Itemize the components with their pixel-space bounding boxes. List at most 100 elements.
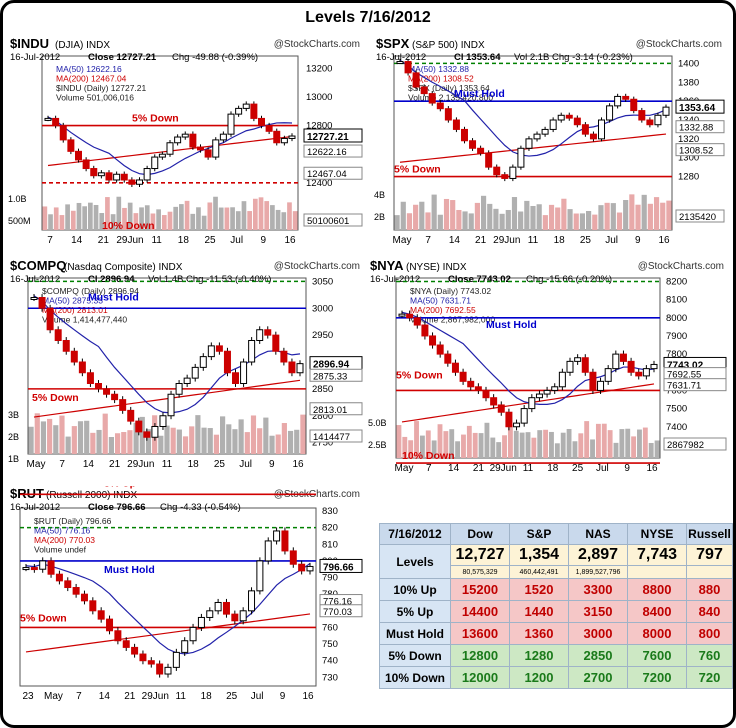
level-annotation: 10% Down <box>402 450 455 462</box>
volume-bar <box>281 423 287 454</box>
volume-bar <box>616 212 623 230</box>
x-tick-label: 21 <box>109 459 121 470</box>
candle-body <box>248 340 256 363</box>
table-cell: 840 <box>686 600 733 623</box>
x-tick-label: 7 <box>47 235 53 246</box>
volume-bar <box>625 428 631 458</box>
candle-body <box>75 150 82 161</box>
candle-body <box>469 140 477 149</box>
candle-body <box>207 345 215 358</box>
row-label: Must Hold <box>379 622 451 645</box>
candle-body <box>630 98 638 112</box>
volume-bar <box>93 204 99 230</box>
candle-body <box>467 380 475 388</box>
y-tick-label: 1380 <box>678 77 699 88</box>
volume-bar <box>637 429 642 458</box>
volume-bar <box>648 442 654 458</box>
price-tag: 1353.64 <box>679 103 716 114</box>
x-tick-label: 29Jun <box>116 235 143 246</box>
x-tick-label: 16 <box>284 235 296 246</box>
table-row-5-up: 5% Up 14400 1440 3150 8400 840 <box>379 600 733 623</box>
volume-bar <box>247 211 252 230</box>
volume-bar <box>110 214 116 230</box>
candle-body <box>533 133 541 140</box>
candle-body <box>242 103 250 109</box>
chart-spx: $SPX (S&P 500) INDX @StockCharts.com 16-Jul… <box>372 36 726 260</box>
chart-spx-svg: $SPX (S&P 500) INDX @StockCharts.com 16-Jul… <box>374 36 725 246</box>
volume-bar <box>642 427 648 458</box>
volume-bar <box>133 422 139 454</box>
candle-body <box>551 386 559 391</box>
volume-bar <box>167 211 173 230</box>
volume-bar <box>121 432 127 454</box>
x-tick-label: 7 <box>59 459 65 470</box>
volume-tick-label: 1.0B <box>8 194 27 204</box>
candle-body <box>573 117 581 126</box>
candle-body <box>143 168 151 181</box>
volume-bar <box>487 203 493 230</box>
level-annotation: 10% Down <box>102 220 155 232</box>
volume-bar <box>53 207 59 230</box>
candle-body <box>143 431 151 438</box>
candle-body <box>444 108 452 121</box>
chart-legend-item: Volume 1,414,477,440 <box>42 315 127 325</box>
chart-symbol: $RUT <box>10 486 44 501</box>
volume-bar <box>190 213 196 230</box>
chart-rut-svg: $RUT (Russell 2000) INDX @StockCharts.com 1… <box>10 486 363 702</box>
volume-bar <box>59 415 65 454</box>
volume-bar <box>518 211 524 230</box>
level-nas: 2,897 <box>568 544 628 566</box>
price-tag-box <box>319 558 363 573</box>
volume-bar <box>542 215 548 230</box>
volume-bar <box>207 202 213 230</box>
volume-bar <box>213 434 220 454</box>
x-tick-label: 11 <box>176 691 187 702</box>
candle-body <box>412 72 420 88</box>
volume-bar <box>127 202 133 230</box>
volume-bar <box>232 429 238 454</box>
volume-bar <box>114 433 121 454</box>
chart-legend-item: Volume undef <box>34 545 87 555</box>
level-annotation: 5% Down <box>20 612 67 624</box>
volume-bar <box>654 440 660 458</box>
candle-body <box>264 540 272 562</box>
candle-body <box>54 329 62 341</box>
volume-bar <box>90 432 96 454</box>
price-tag: 770.03 <box>323 607 352 618</box>
candle-body <box>413 317 421 326</box>
candle-body <box>106 618 114 632</box>
y-tick-label: 12400 <box>306 178 332 189</box>
candle-body <box>459 371 467 382</box>
x-tick-label: 21 <box>473 463 485 474</box>
price-tag: 12622.16 <box>307 147 347 158</box>
row-label-levels: Levels <box>379 544 451 579</box>
level-russell: 797 <box>686 544 733 566</box>
volume-bar <box>164 425 170 454</box>
candle-body <box>619 353 627 362</box>
volume-bar <box>139 416 145 454</box>
table-cell: 8000 <box>627 622 687 645</box>
x-tick-label: Jul <box>251 691 264 702</box>
volume-bar <box>437 424 443 458</box>
price-tag: 1332.88 <box>679 123 713 134</box>
candle-body <box>59 125 67 141</box>
x-tick-label: 11 <box>162 459 173 470</box>
y-tick-label: 820 <box>322 523 338 534</box>
candle-body <box>654 114 662 126</box>
candle-body <box>298 563 306 572</box>
chart-symbol: $NYA <box>370 258 404 273</box>
candle-body <box>557 114 565 121</box>
price-tag: 12727.21 <box>307 132 349 143</box>
volume-bar <box>70 210 76 230</box>
x-tick-label: 9 <box>280 691 286 702</box>
volume-bar <box>294 429 300 454</box>
table-header-nas: NAS <box>568 523 628 545</box>
price-tag: 1414477 <box>313 432 350 443</box>
level-sp: 1,354 <box>509 544 569 566</box>
volume-bar <box>84 420 90 454</box>
volume-bar <box>270 205 275 230</box>
candle-body <box>604 368 612 382</box>
chart-name: (Nasdaq Composite) INDX <box>64 262 183 273</box>
x-tick-label: 7 <box>426 463 432 474</box>
volume-bar <box>244 432 250 454</box>
